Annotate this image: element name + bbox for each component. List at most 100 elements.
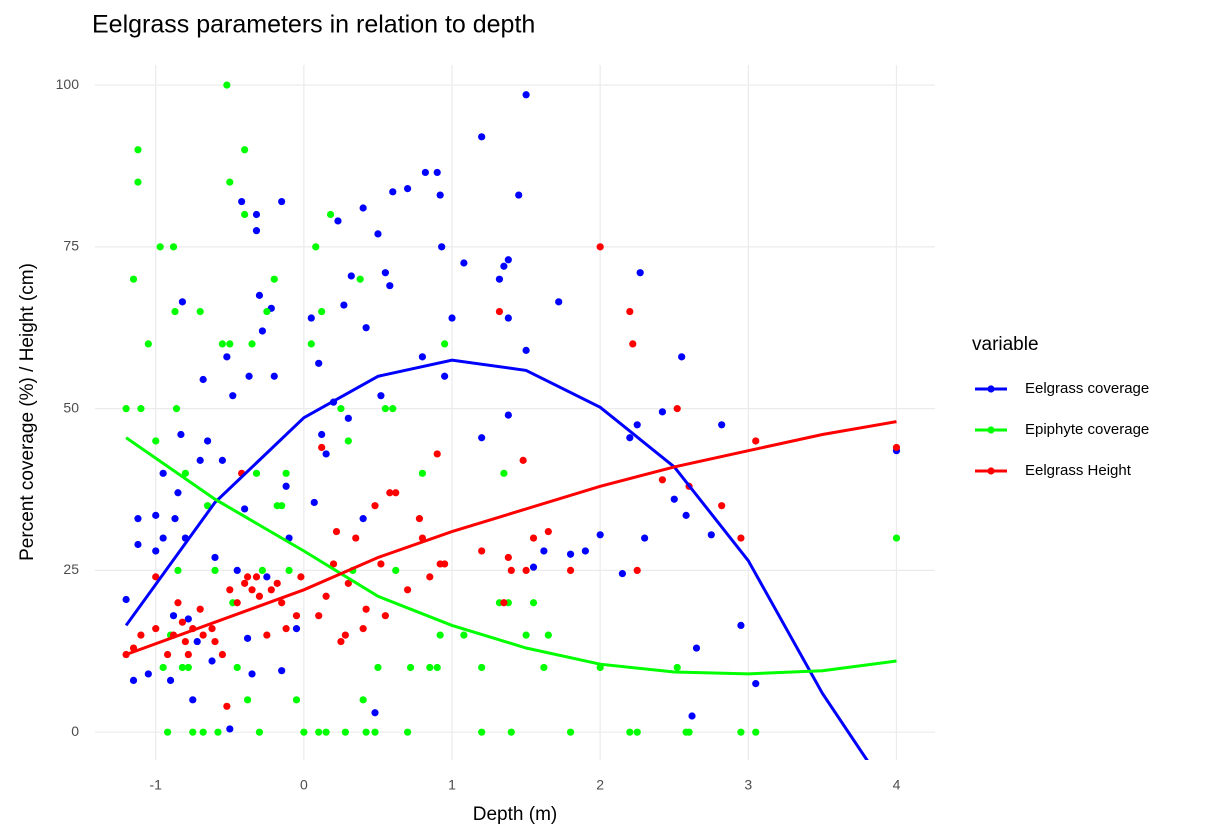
point (344, 579, 352, 587)
point (374, 663, 382, 672)
point (371, 728, 379, 736)
point (344, 437, 352, 445)
point (159, 663, 167, 672)
point (241, 505, 249, 513)
point (629, 340, 637, 348)
point (438, 243, 446, 251)
point (359, 204, 367, 212)
point (478, 133, 486, 141)
x-tick-label: -1 (150, 777, 163, 793)
point (341, 631, 349, 639)
point (238, 197, 246, 206)
point (618, 570, 627, 578)
point (174, 566, 182, 574)
point (199, 728, 207, 736)
point (362, 324, 370, 332)
point (307, 314, 315, 322)
point (241, 579, 249, 587)
point (214, 728, 222, 736)
point (707, 531, 715, 539)
point (278, 502, 286, 510)
y-tick-label: 75 (63, 238, 79, 254)
point (178, 298, 187, 306)
point (596, 531, 604, 539)
point (184, 663, 192, 672)
point (315, 612, 323, 620)
point (226, 178, 234, 186)
y-tick-label: 50 (63, 399, 79, 415)
point (229, 392, 237, 400)
point (507, 728, 515, 736)
point (626, 307, 634, 316)
point (522, 566, 530, 574)
point (544, 527, 552, 536)
point (252, 210, 261, 219)
point (389, 188, 397, 196)
point (566, 728, 575, 736)
point (285, 566, 293, 574)
point (626, 728, 634, 736)
point (737, 728, 745, 736)
point (196, 307, 204, 316)
point (152, 437, 160, 445)
point (504, 553, 512, 562)
legend-title: variable (972, 334, 1039, 355)
point (752, 437, 760, 445)
point (178, 618, 187, 626)
point (389, 405, 397, 413)
point (315, 728, 323, 736)
point (189, 696, 197, 704)
x-tick-label: 1 (448, 777, 456, 793)
point (172, 405, 181, 413)
point (478, 434, 486, 442)
point (337, 405, 345, 413)
point (166, 676, 175, 685)
point (184, 650, 192, 659)
point (344, 414, 352, 422)
point (433, 450, 441, 458)
point (356, 275, 364, 283)
point (171, 515, 179, 523)
point (134, 146, 142, 154)
point (181, 637, 189, 646)
point (436, 191, 444, 199)
point (341, 728, 349, 736)
point (381, 405, 389, 413)
legend-label: Eelgrass coverage (1025, 380, 1149, 397)
point (688, 712, 696, 720)
point (282, 469, 290, 477)
point (267, 586, 275, 594)
point (243, 696, 252, 704)
point (566, 550, 575, 558)
point (500, 262, 508, 270)
point (371, 502, 379, 510)
point (171, 307, 179, 316)
point (433, 168, 441, 177)
point (189, 728, 197, 736)
point (359, 696, 367, 704)
point (522, 346, 530, 354)
point (718, 421, 726, 429)
point (633, 566, 641, 574)
point (334, 217, 342, 225)
point (152, 625, 160, 633)
point (134, 540, 142, 549)
point (529, 563, 538, 571)
point (641, 534, 649, 542)
point (169, 612, 178, 620)
chart-title: Eelgrass parameters in relation to depth (92, 11, 535, 39)
point (243, 573, 252, 581)
point (581, 547, 589, 555)
point (529, 599, 538, 607)
point (500, 469, 508, 477)
point (495, 307, 504, 316)
point (673, 663, 681, 672)
point (177, 430, 185, 439)
fit-line (124, 358, 869, 760)
point (300, 728, 308, 736)
point (255, 291, 264, 299)
point (245, 372, 253, 380)
point (406, 663, 415, 672)
point (233, 663, 241, 672)
point (199, 631, 207, 639)
